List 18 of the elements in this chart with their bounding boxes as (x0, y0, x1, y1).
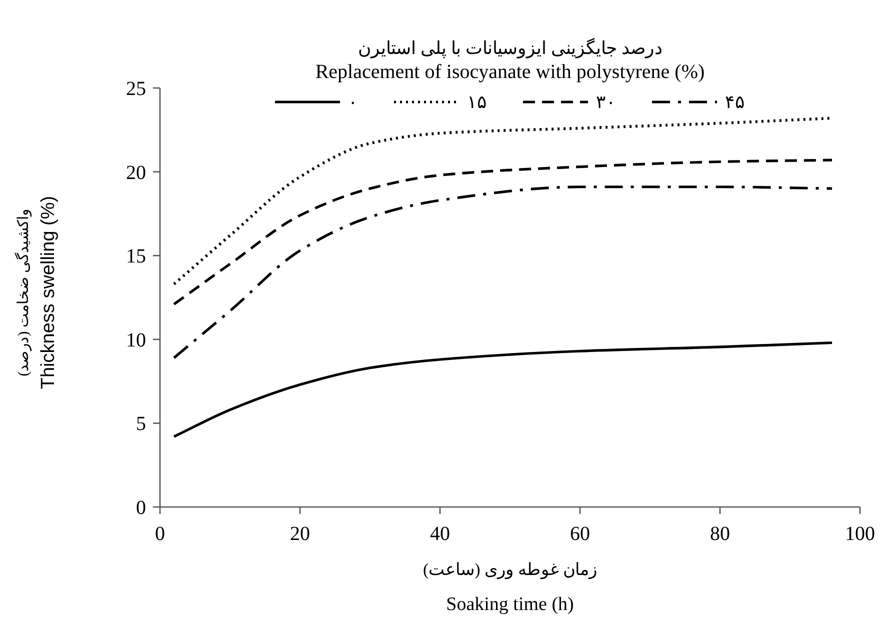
legend-label: ۰ (348, 92, 358, 112)
chart-title: درصد جایگزینی ایزوسیانات با پلی استایرن (358, 37, 662, 59)
y-tick-label: 20 (126, 162, 146, 184)
legend-label: ۴۵ (725, 92, 745, 112)
y-tick-label: 25 (126, 78, 146, 100)
x-tick-label: 20 (290, 523, 310, 545)
x-tick-label: 80 (710, 523, 730, 545)
y-tick-label: 5 (136, 413, 146, 436)
x-tick-label: 40 (430, 523, 450, 545)
legend-label: ۳۰ (596, 92, 616, 112)
x-tick-label: 60 (570, 523, 590, 545)
y-tick-label: 0 (136, 497, 146, 519)
x-tick-label: 0 (155, 523, 165, 545)
y-tick-label: 15 (126, 246, 146, 268)
legend-label: ۱۵ (467, 92, 487, 112)
y-tick-label: 10 (126, 329, 146, 352)
x-tick-label: 100 (845, 523, 875, 545)
legend-title: Replacement of isocyanate with polystyrene (%) (315, 61, 705, 83)
